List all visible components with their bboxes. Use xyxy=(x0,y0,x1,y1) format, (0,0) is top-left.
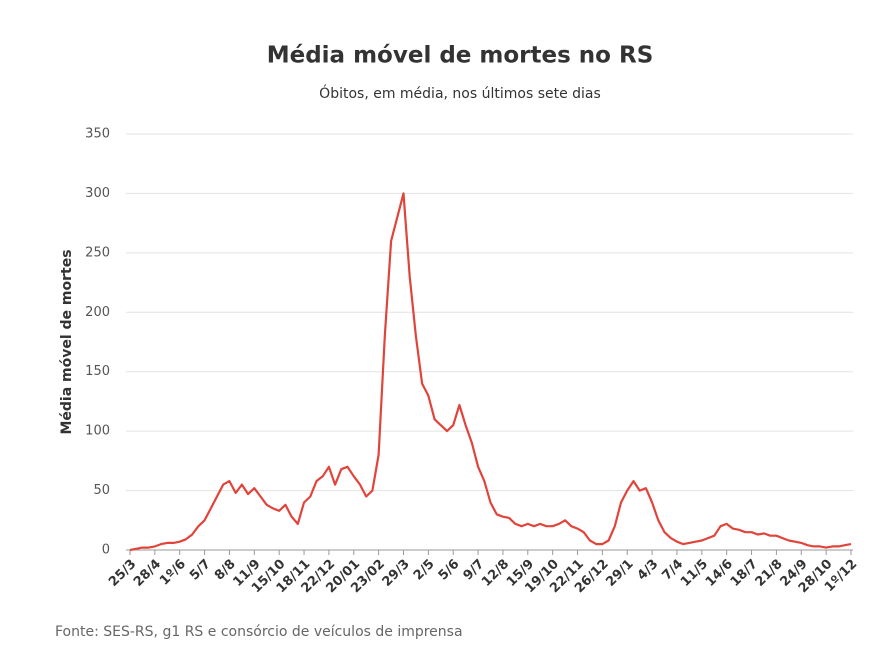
y-tick-label: 150 xyxy=(85,364,110,379)
x-tick-label: 28/4 xyxy=(131,557,164,590)
x-tick-label: 21/8 xyxy=(753,557,786,590)
chart-title: Média móvel de mortes no RS xyxy=(267,43,654,69)
chart-subtitle: Óbitos, em média, nos últimos sete dias xyxy=(319,84,601,102)
data-line xyxy=(129,192,852,552)
y-tick-label: 350 xyxy=(85,127,110,142)
x-tick-label: 5/6 xyxy=(436,557,463,584)
x-tick-label: 11/5 xyxy=(678,557,711,590)
x-tick-label: 18/7 xyxy=(728,557,761,590)
source-note: Fonte: SES-RS, g1 RS e consórcio de veíc… xyxy=(55,624,463,640)
x-tick-label: 14/6 xyxy=(703,557,736,590)
y-tick-label: 250 xyxy=(85,245,110,260)
y-tick-label: 50 xyxy=(93,483,110,498)
x-tick-label: 29/3 xyxy=(380,557,413,590)
x-tick-label: 4/3 xyxy=(635,557,662,584)
y-tick-label: 200 xyxy=(85,305,110,320)
x-tick-label: 12/8 xyxy=(479,557,512,590)
x-tick-label: 2/5 xyxy=(411,557,438,584)
x-tick-label: 1º/6 xyxy=(157,557,189,589)
y-axis-label: Média móvel de mortes xyxy=(59,249,75,434)
y-tick-label: 0 xyxy=(102,543,110,558)
x-tick-label: 5/7 xyxy=(187,557,214,584)
y-tick-label: 300 xyxy=(85,186,110,201)
y-tick-label: 100 xyxy=(85,424,110,439)
x-tick-label: 25/3 xyxy=(106,557,139,590)
x-tick-label: 29/1 xyxy=(603,557,636,590)
